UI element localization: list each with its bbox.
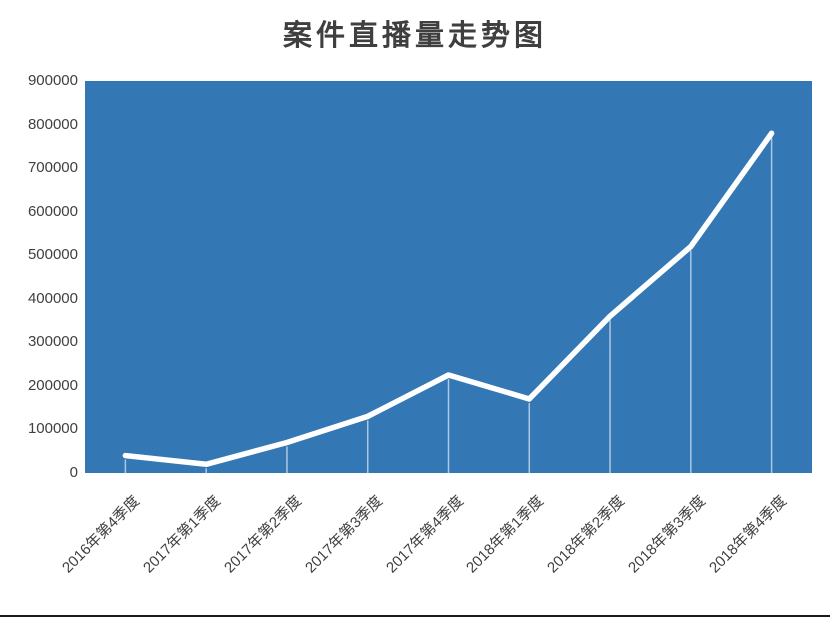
x-tick-label: 2018年第3季度 (624, 492, 709, 577)
y-tick-label: 600000 (27, 202, 78, 220)
y-tick-label: 200000 (27, 376, 78, 394)
x-tick-label: 2017年第2季度 (221, 492, 305, 577)
y-tick-label: 700000 (27, 159, 78, 177)
y-axis-labels: 900000 800000 700000 600000 500000 400000 3000… (0, 72, 78, 481)
y-tick-label: 100000 (27, 420, 78, 438)
y-tick-label: 0 (69, 464, 78, 481)
x-axis-labels: 2016年第4季度 2017年第1季度 2017年第2季度 2017年第3季度 2017… (59, 473, 830, 613)
bottom-divider (0, 615, 830, 617)
plot-area (85, 81, 812, 473)
y-tick-label: 900000 (27, 72, 78, 89)
x-tick-label: 2016年第4季度 (59, 492, 144, 577)
y-tick-label: 800000 (27, 115, 78, 133)
x-tick-label: 2017年第3季度 (301, 492, 386, 577)
chart-title: 案件直播量走势图 (282, 20, 547, 52)
x-tick-label: 2017年第1季度 (140, 492, 225, 577)
x-tick-label: 2018年第4季度 (705, 492, 790, 577)
trend-line-svg (122, 130, 775, 473)
y-tick-label: 400000 (27, 289, 78, 307)
y-tick-label: 500000 (27, 246, 78, 264)
x-tick-label: 2018年第2季度 (544, 492, 629, 577)
y-tick-label: 300000 (27, 333, 78, 351)
x-tick-label: 2018年第1季度 (463, 492, 548, 577)
trend-line (122, 130, 775, 468)
x-tick-label: 2017年第4季度 (382, 492, 467, 577)
